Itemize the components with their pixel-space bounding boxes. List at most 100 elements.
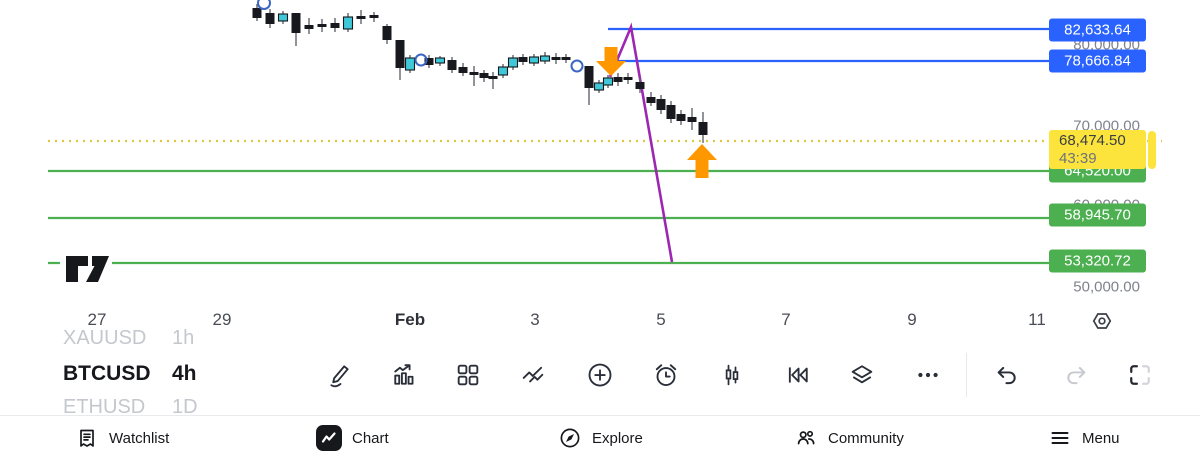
nav-watchlist[interactable]: Watchlist xyxy=(75,416,169,460)
candle-body xyxy=(539,55,551,62)
candle-body xyxy=(561,57,571,60)
candle-body xyxy=(687,117,697,122)
candle-body xyxy=(613,77,623,82)
nav-menu[interactable]: Menu xyxy=(1048,416,1120,460)
watchlist-icon xyxy=(80,429,94,447)
indicators-button[interactable] xyxy=(384,355,424,395)
circle-marker[interactable] xyxy=(257,0,271,10)
undo-button[interactable] xyxy=(987,355,1027,395)
candle-body xyxy=(584,66,594,88)
chart-type-button[interactable] xyxy=(712,355,752,395)
symbol-label: BTCUSD xyxy=(63,362,151,385)
time-axis-label: 29 xyxy=(212,310,232,329)
line-tools-button[interactable] xyxy=(513,355,553,395)
people-icon xyxy=(797,430,815,445)
chart-area[interactable]: 80,000.00 70,000.00 60,000.00 50,000.00 82,6… xyxy=(0,0,1200,300)
candlestick-chart[interactable] xyxy=(0,0,1200,300)
candle-body xyxy=(252,8,262,18)
toolbar-divider xyxy=(966,353,967,397)
fullscreen-icon xyxy=(1130,365,1150,385)
candle-body xyxy=(277,13,289,22)
layers-icon xyxy=(851,365,873,384)
timeframe-label: 4h xyxy=(172,362,197,385)
plus-circle-icon xyxy=(588,363,612,387)
candle-body xyxy=(382,26,392,40)
time-axis-label: 27 xyxy=(87,310,107,329)
draw-tool-button[interactable] xyxy=(320,355,360,395)
candle-body xyxy=(488,76,498,79)
candle-body xyxy=(528,56,540,64)
candle-body xyxy=(666,105,676,119)
redo-button[interactable] xyxy=(1056,355,1096,395)
candle-body xyxy=(317,24,327,27)
candle-body xyxy=(447,60,457,70)
nav-label: Explore xyxy=(592,429,643,447)
time-axis-label: 11 xyxy=(1028,310,1046,329)
picker-row-btcusd-active[interactable]: BTCUSD 4h xyxy=(63,361,293,387)
candle-body xyxy=(518,57,528,62)
candle-body xyxy=(623,77,633,80)
time-axis-label: 5 xyxy=(656,310,666,329)
indicators-icon xyxy=(394,364,414,385)
candle-body xyxy=(424,58,434,65)
compass-icon xyxy=(560,428,580,448)
symbol-label: XAUUSD xyxy=(63,326,147,349)
add-button[interactable] xyxy=(580,355,620,395)
candle-body xyxy=(330,23,340,28)
nav-chart-active[interactable]: Chart xyxy=(316,416,389,460)
redo-icon xyxy=(1067,366,1086,385)
candle-body xyxy=(602,77,614,86)
candle-body xyxy=(676,114,686,121)
objects-layers-button[interactable] xyxy=(842,355,882,395)
more-options-button[interactable] xyxy=(908,355,948,395)
hamburger-menu-icon xyxy=(1051,432,1069,444)
time-axis-label: Feb xyxy=(394,310,426,329)
tradingview-logo xyxy=(66,256,88,282)
axis-settings-button[interactable] xyxy=(1087,306,1117,336)
picker-row-ethusd[interactable]: ETHUSD 1D xyxy=(63,394,293,420)
time-axis[interactable]: 27 29 Feb 3 5 7 9 11 xyxy=(0,300,1200,340)
circle-marker[interactable] xyxy=(414,53,428,67)
candle-body xyxy=(479,73,489,78)
candle-body xyxy=(656,99,666,110)
candle-body xyxy=(551,57,561,60)
candle-body xyxy=(507,57,519,68)
nav-label: Watchlist xyxy=(109,429,170,447)
candle-body xyxy=(404,57,416,71)
candle-body xyxy=(593,82,605,91)
nav-explore[interactable]: Explore xyxy=(558,416,643,460)
tradingview-logo xyxy=(86,256,109,282)
alerts-button[interactable] xyxy=(646,355,686,395)
chart-nav-icon xyxy=(316,425,342,451)
fullscreen-button[interactable] xyxy=(1120,355,1160,395)
nav-label: Menu xyxy=(1082,429,1120,447)
down-arrow-marker[interactable] xyxy=(596,47,626,76)
up-arrow-marker[interactable] xyxy=(687,144,717,178)
candle-body xyxy=(395,40,405,68)
rewind-icon xyxy=(788,367,808,383)
alarm-clock-icon xyxy=(655,364,677,386)
nav-label: Community xyxy=(828,429,904,447)
picker-row-xauusd[interactable]: XAUUSD 1h xyxy=(63,325,293,351)
candle-body xyxy=(458,67,468,73)
candle-body xyxy=(304,25,314,29)
bottom-navigation: Watchlist Chart Explore Community xyxy=(0,415,1200,460)
candle-body xyxy=(635,82,645,89)
hexagon-gear-icon xyxy=(1092,313,1112,329)
time-axis-label: 9 xyxy=(907,310,917,329)
candle-body xyxy=(291,13,301,33)
pencil-icon xyxy=(330,365,349,388)
nav-label: Chart xyxy=(352,429,389,447)
circle-marker[interactable] xyxy=(570,59,584,73)
timeframe-label: 1h xyxy=(172,326,195,349)
time-axis-label: 7 xyxy=(781,310,791,329)
nav-community[interactable]: Community xyxy=(794,416,904,460)
candle-body xyxy=(342,16,354,30)
layout-button[interactable] xyxy=(448,355,488,395)
ellipsis-icon xyxy=(918,372,938,378)
time-axis-label: 3 xyxy=(530,310,540,329)
replay-button[interactable] xyxy=(778,355,818,395)
symbol-label: ETHUSD xyxy=(63,395,146,418)
candle-body xyxy=(265,13,275,24)
